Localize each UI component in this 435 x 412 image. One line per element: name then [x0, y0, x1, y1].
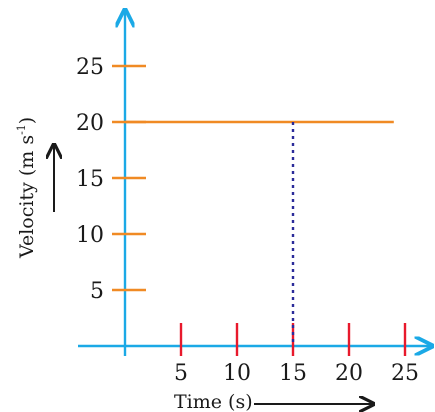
- y-tick-labels: 5 10 15 20 25: [76, 55, 104, 304]
- y-tick-label-15: 15: [76, 167, 104, 192]
- y-tick-marks: [112, 64, 146, 292]
- x-tick-label-10: 10: [223, 361, 251, 386]
- x-tick-label-5: 5: [174, 361, 188, 386]
- x-tick-label-25: 25: [391, 361, 419, 386]
- y-tick-label-25: 25: [76, 55, 104, 80]
- x-tick-labels: 5 10 15 20 25: [174, 361, 419, 386]
- x-tick-marks: [179, 323, 407, 356]
- y-tick-label-20: 20: [76, 111, 104, 136]
- x-tick-label-20: 20: [335, 361, 363, 386]
- x-tick-label-15: 15: [279, 361, 307, 386]
- y-tick-label-5: 5: [90, 279, 104, 304]
- y-tick-label-10: 10: [76, 223, 104, 248]
- y-axis-label-group: Velocity (m s-1): [15, 117, 38, 259]
- x-axis-label: Time (s): [174, 391, 253, 412]
- y-axis-label: Velocity (m s-1): [15, 117, 38, 259]
